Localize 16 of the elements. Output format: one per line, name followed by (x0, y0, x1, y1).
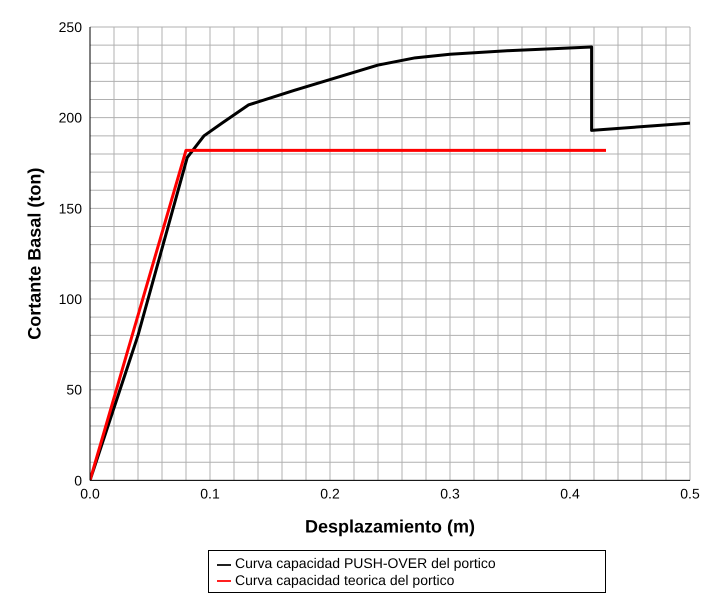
y-axis-title: Cortante Basal (ton) (24, 168, 44, 340)
x-tick-label: 0.2 (320, 485, 340, 502)
x-tick-label: 0.0 (80, 485, 100, 502)
x-axis-title: Desplazamiento (m) (304, 516, 476, 536)
x-tick-label: 0.4 (560, 485, 580, 502)
x-tick-label: 0.1 (200, 485, 220, 502)
legend-label: Curva capacidad teorica del portico (235, 572, 454, 588)
y-tick-label: 0 (74, 472, 82, 488)
y-tick-label: 100 (58, 291, 82, 308)
legend-label: Curva capacidad PUSH-OVER del portico (235, 555, 496, 572)
y-tick-label: 150 (58, 200, 82, 216)
x-tick-label: 0.5 (680, 485, 700, 502)
x-tick-label: 0.3 (440, 485, 460, 502)
y-tick-label: 200 (58, 110, 82, 126)
y-tick-label: 250 (58, 19, 82, 35)
y-tick-label: 50 (66, 382, 82, 398)
